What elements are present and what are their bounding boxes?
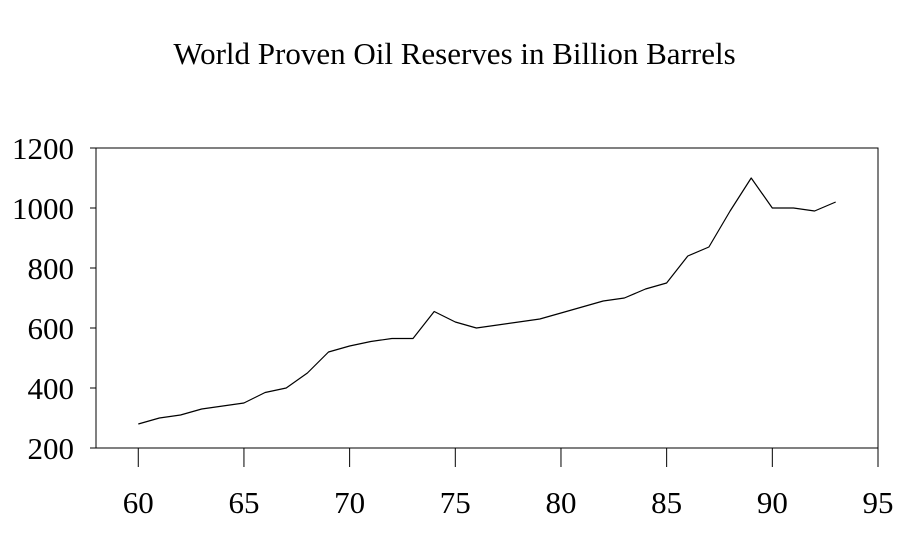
x-tick-label: 90 (757, 485, 788, 520)
y-tick-label: 600 (28, 311, 75, 346)
y-axis: 200 400 600 800 1000 1200 (12, 131, 96, 466)
series-layer (138, 177, 836, 425)
series-line (138, 177, 836, 425)
x-tick-label: 75 (440, 485, 471, 520)
x-tick-label: 85 (651, 485, 682, 520)
plot-frame (95, 147, 879, 449)
y-tick-label: 1000 (12, 191, 74, 226)
y-tick-label: 200 (28, 431, 75, 466)
x-tick-label: 65 (228, 485, 259, 520)
x-tick-label: 70 (334, 485, 365, 520)
chart-title: World Proven Oil Reserves in Billion Bar… (173, 36, 736, 71)
x-axis: 60 65 70 75 80 85 90 95 (96, 447, 894, 520)
x-tick-label: 60 (123, 485, 154, 520)
x-tick-label: 95 (863, 485, 894, 520)
y-tick-label: 400 (28, 371, 75, 406)
y-tick-label: 1200 (12, 131, 74, 166)
x-tick-label: 80 (545, 485, 576, 520)
y-tick-label: 800 (28, 251, 75, 286)
